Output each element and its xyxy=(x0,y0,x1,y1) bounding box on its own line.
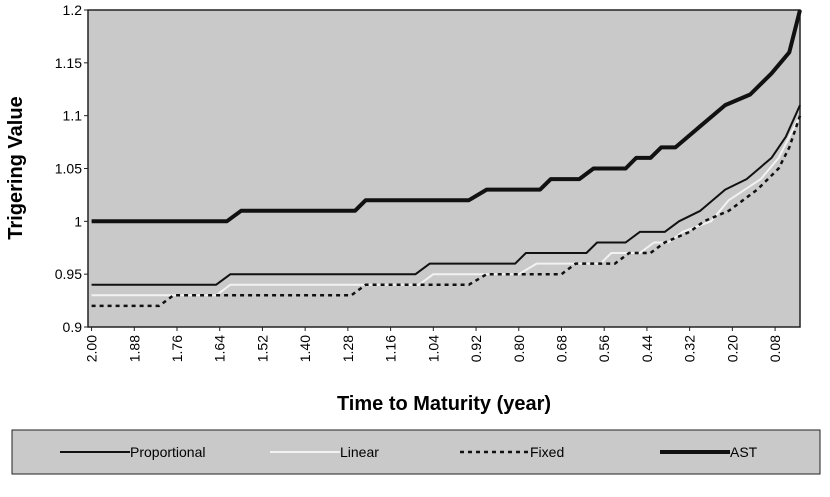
y-tick-label: 0.9 xyxy=(63,319,83,335)
y-tick-label: 1.15 xyxy=(55,55,82,71)
x-tick-label: 0.32 xyxy=(682,335,698,362)
line-series xyxy=(91,115,802,308)
x-tick-label: 0.08 xyxy=(767,335,783,362)
legend-label: AST xyxy=(730,444,758,460)
x-tick-label: 1.88 xyxy=(126,335,142,362)
x-tick-label: 0.20 xyxy=(724,335,740,362)
x-tick-label: 1.76 xyxy=(169,335,185,362)
y-tick-label: 1 xyxy=(74,213,82,229)
y-axis-title: Trigering Value xyxy=(5,96,27,239)
line-series xyxy=(91,104,801,286)
legend-label: Fixed xyxy=(530,444,564,460)
y-tick-label: 1.2 xyxy=(63,2,83,18)
line-series xyxy=(91,9,802,224)
x-tick-label: 1.28 xyxy=(340,335,356,362)
x-tick-label: 1.40 xyxy=(297,335,313,362)
x-tick-label: 1.52 xyxy=(254,335,270,362)
x-axis-title: Time to Maturity (year) xyxy=(337,393,551,415)
x-tick-label: 0.92 xyxy=(468,335,484,362)
x-tick-label: 0.80 xyxy=(511,335,527,362)
x-tick-label: 0.56 xyxy=(596,335,612,362)
x-tick-label: 1.04 xyxy=(425,335,441,362)
x-tick-label: 2.00 xyxy=(84,335,100,362)
plot-area xyxy=(87,9,801,328)
legend-label: Linear xyxy=(340,444,379,460)
y-tick-label: 1.1 xyxy=(63,108,83,124)
x-tick-label: 0.68 xyxy=(553,335,569,362)
x-tick-label: 0.44 xyxy=(639,335,655,362)
x-tick-label: 1.16 xyxy=(383,335,399,362)
y-tick-label: 0.95 xyxy=(55,266,82,282)
legend-label: Proportional xyxy=(130,444,206,460)
y-tick-label: 1.05 xyxy=(55,161,82,177)
line-series xyxy=(91,115,801,297)
x-tick-label: 1.64 xyxy=(212,335,228,362)
